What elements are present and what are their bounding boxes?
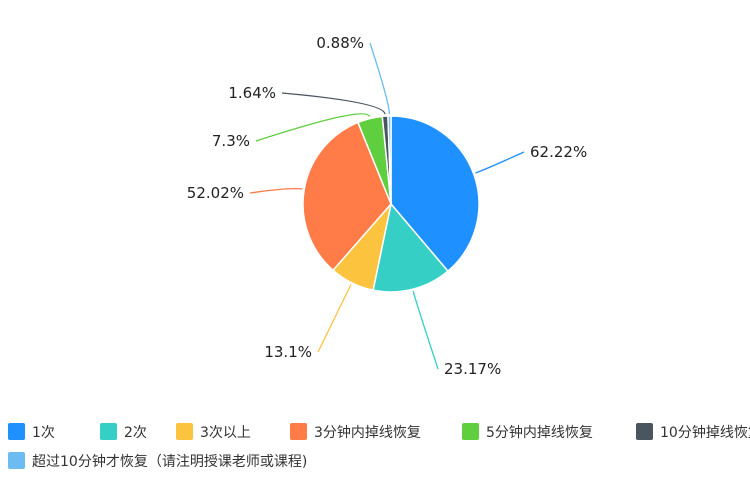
pie-slice-2[interactable] bbox=[372, 202, 449, 293]
legend-swatch-3 bbox=[176, 423, 193, 440]
legend-swatch-6 bbox=[636, 423, 653, 440]
leader-line-1 bbox=[475, 151, 525, 174]
slice-label-1: 62.22% bbox=[530, 143, 587, 161]
slice-label-4: 52.02% bbox=[187, 184, 244, 202]
slice-label-2: 23.17% bbox=[444, 360, 501, 378]
slice-label-6: 1.64% bbox=[228, 84, 276, 102]
legend-item-7[interactable]: 超过10分钟才恢复（请注明授课老师或课程) bbox=[8, 452, 307, 470]
slice-label-5: 7.3% bbox=[212, 132, 250, 150]
legend-item-2[interactable]: 2次 bbox=[100, 423, 147, 441]
legend-swatch-5 bbox=[462, 423, 479, 440]
legend-swatch-4 bbox=[290, 423, 307, 440]
pie-slices bbox=[302, 115, 480, 293]
leader-line-7 bbox=[369, 42, 391, 115]
legend: 1次 2次 3次以上 3分钟内掉线恢复 5分钟内掉线恢复 10分钟掉线恢复超过10分钟才恢… bbox=[8, 423, 750, 470]
legend-label-1: 1次 bbox=[32, 425, 55, 441]
slice-labels: 62.22% 23.17% 13.1% 52.02% 7.3% 1.64% 0.88% bbox=[187, 34, 587, 378]
legend-item-5[interactable]: 5分钟内掉线恢复 bbox=[462, 423, 593, 441]
slice-label-7: 0.88% bbox=[316, 34, 364, 52]
leader-line-6 bbox=[281, 92, 386, 115]
legend-label-5: 5分钟内掉线恢复 bbox=[486, 424, 593, 441]
legend-item-6[interactable]: 10分钟掉线恢复 bbox=[636, 423, 750, 441]
legend-swatch-7 bbox=[8, 452, 25, 469]
leader-lines bbox=[249, 42, 525, 370]
legend-label-4: 3分钟内掉线恢复 bbox=[314, 424, 421, 441]
legend-swatch-2 bbox=[100, 423, 117, 440]
pie-slice-4[interactable] bbox=[302, 121, 392, 272]
leader-line-3 bbox=[317, 284, 352, 353]
pie-slice-1[interactable] bbox=[390, 115, 480, 273]
leader-line-2 bbox=[412, 291, 439, 370]
legend-item-1[interactable]: 1次 bbox=[8, 423, 55, 441]
leader-line-5 bbox=[255, 113, 371, 142]
legend-label-2: 2次 bbox=[124, 425, 147, 441]
legend-item-3[interactable]: 3次以上 bbox=[176, 423, 251, 441]
pie-slice-7[interactable] bbox=[387, 115, 392, 205]
legend-label-7: 超过10分钟才恢复（请注明授课老师或课程) bbox=[32, 453, 307, 470]
legend-label-6: 10分钟掉线恢复 bbox=[660, 424, 750, 441]
leader-line-4 bbox=[249, 187, 303, 194]
slice-label-3: 13.1% bbox=[264, 343, 312, 361]
legend-item-4[interactable]: 3分钟内掉线恢复 bbox=[290, 423, 421, 441]
legend-swatch-1 bbox=[8, 423, 25, 440]
legend-label-3: 3次以上 bbox=[200, 425, 251, 441]
